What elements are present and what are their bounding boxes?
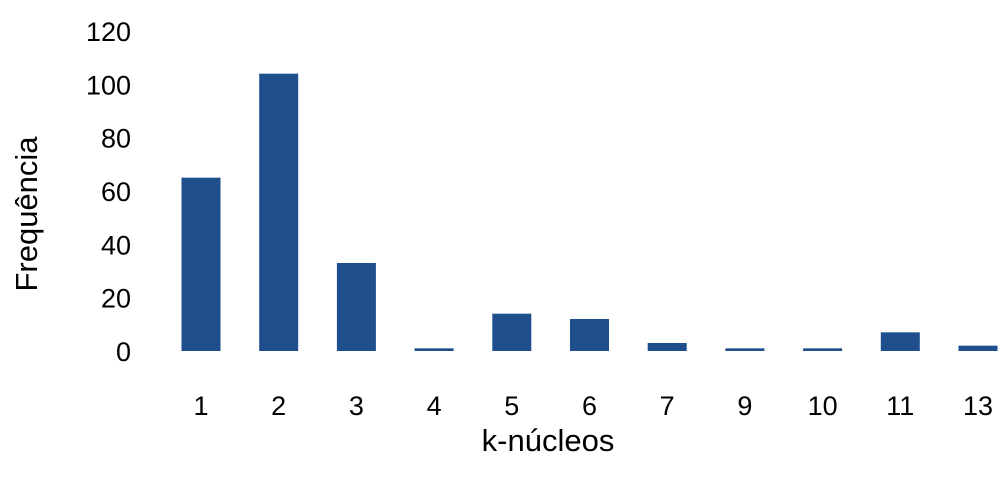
x-tick-label: 9 <box>737 391 752 421</box>
y-tick-label: 100 <box>86 70 131 100</box>
y-tick-label: 80 <box>101 124 131 154</box>
x-tick-label: 1 <box>193 391 208 421</box>
bar <box>958 345 998 351</box>
x-tick-label: 10 <box>808 391 838 421</box>
y-axis-ticks: 0 20 40 60 80 100 120 <box>86 17 131 367</box>
y-tick-label: 60 <box>101 177 131 207</box>
y-tick-label: 40 <box>101 230 131 260</box>
x-tick-label: 7 <box>660 391 675 421</box>
bar <box>259 73 299 352</box>
bar <box>181 177 221 351</box>
bar <box>492 313 532 351</box>
x-tick-label: 4 <box>427 391 442 421</box>
bars <box>181 73 998 352</box>
x-tick-label: 5 <box>504 391 519 421</box>
bar <box>570 319 609 351</box>
bar <box>803 348 843 351</box>
x-axis-label: k-núcleos <box>482 423 615 458</box>
y-tick-label: 20 <box>101 284 131 314</box>
bar <box>880 332 920 351</box>
x-tick-label: 11 <box>886 391 914 421</box>
bar <box>725 348 765 351</box>
x-tick-label: 2 <box>271 391 286 421</box>
x-tick-label: 6 <box>582 391 597 421</box>
bar <box>647 343 687 351</box>
x-axis-ticks: 1 2 3 4 5 6 7 9 10 11 13 <box>193 391 993 421</box>
x-tick-label: 13 <box>963 391 993 421</box>
bar <box>414 348 454 351</box>
y-axis-label: Frequência <box>9 136 44 292</box>
x-tick-label: 3 <box>349 391 364 421</box>
y-tick-label: 120 <box>86 17 131 47</box>
y-tick-label: 0 <box>116 337 131 367</box>
bar <box>336 263 376 351</box>
